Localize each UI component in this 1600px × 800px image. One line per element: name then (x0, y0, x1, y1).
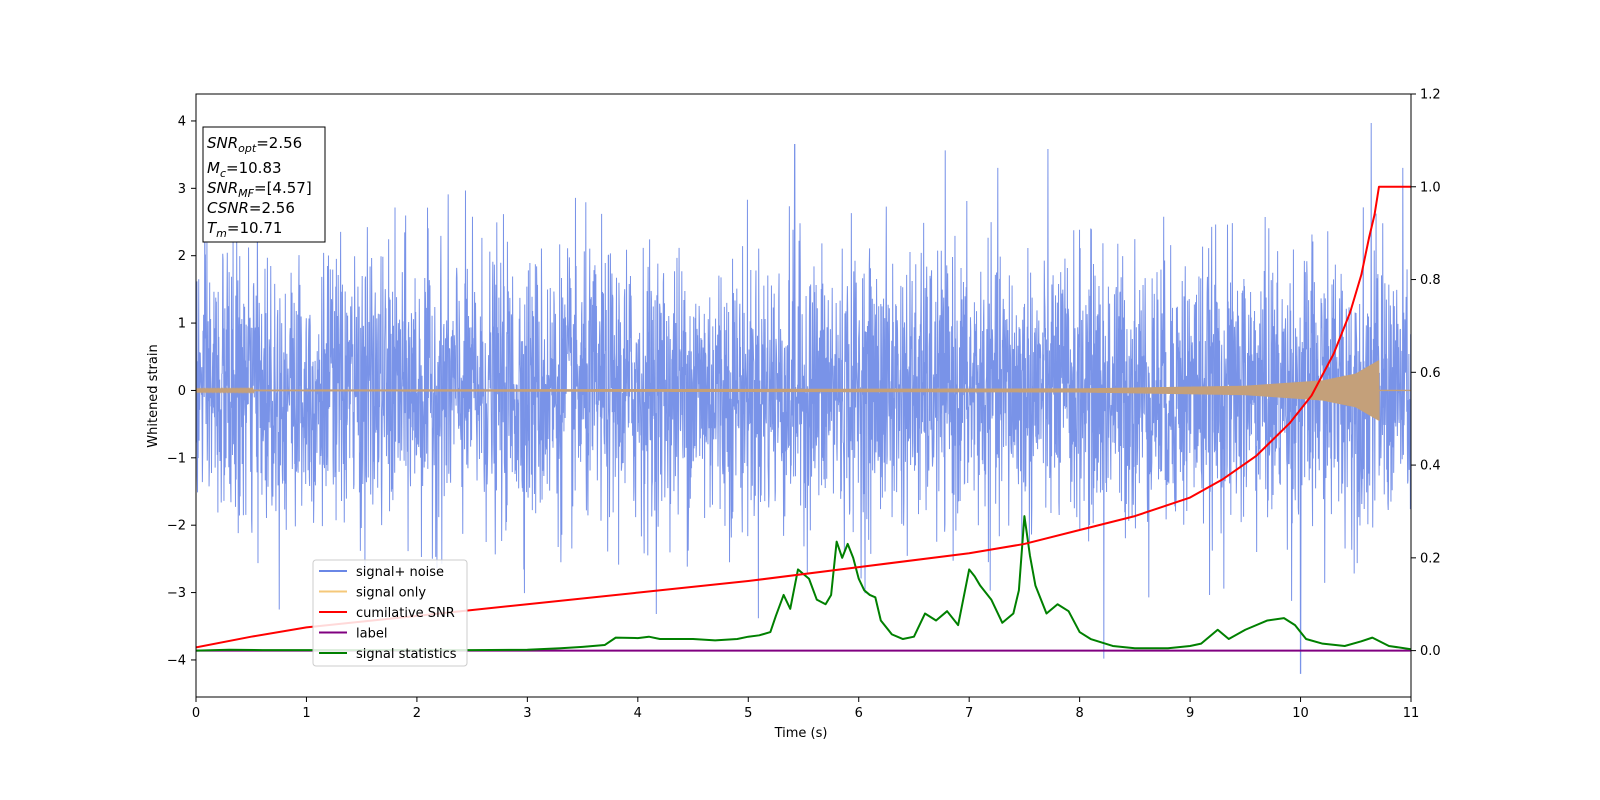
y2-tick-label: 0.0 (1420, 644, 1441, 659)
y-axis-label: Whitened strain (146, 344, 161, 447)
y-tick-label: −1 (167, 451, 186, 466)
x-tick-label: 8 (1075, 706, 1083, 721)
x-tick-label: 0 (192, 706, 200, 721)
info-tm: Tm=10.71 (207, 219, 282, 240)
y-tick-label: 0 (178, 384, 186, 399)
svg-text:signal+ noise: signal+ noise (356, 565, 444, 580)
x-axis-label: Time (s) (774, 726, 828, 741)
x-tick-label: 1 (302, 706, 310, 721)
x-tick-label: 9 (1186, 706, 1194, 721)
y-axis-left: −4 −3 −2 −1 0 1 2 3 4 (167, 114, 196, 668)
x-tick-label: 3 (523, 706, 531, 721)
legend-item-signal-statistics: signal statistics (319, 647, 457, 662)
svg-text:signal only: signal only (356, 586, 426, 601)
x-tick-label: 10 (1292, 706, 1309, 721)
plot-frame (195, 93, 1412, 698)
legend-item-signal-noise: signal+ noise (319, 565, 444, 580)
x-tick-label: 4 (634, 706, 642, 721)
y-tick-label: 2 (178, 249, 186, 264)
y2-tick-label: 1.0 (1420, 180, 1441, 195)
y2-tick-label: 0.6 (1420, 366, 1441, 381)
series-cumulative-snr (196, 185, 1411, 649)
y-tick-label: −2 (167, 519, 186, 534)
y-tick-label: −3 (167, 586, 186, 601)
y2-tick-label: 1.2 (1420, 88, 1441, 103)
info-csnr: CSNR=2.56 (207, 199, 295, 217)
y2-tick-label: 0.4 (1420, 459, 1441, 474)
x-tick-label: 6 (855, 706, 863, 721)
info-mc: Mc=10.83 (207, 159, 282, 180)
info-box: SNRopt=2.56 Mc=10.83 SNRMF=[4.57] CSNR=2… (202, 126, 326, 243)
y-tick-label: 4 (178, 114, 186, 129)
y2-tick-label: 0.8 (1420, 273, 1441, 288)
x-tick-label: 2 (413, 706, 421, 721)
legend: signal+ noise signal only cumilative SNR… (312, 559, 468, 667)
x-tick-label: 5 (744, 706, 752, 721)
legend-item-label: label (319, 627, 387, 642)
legend-item-signal-only: signal only (319, 586, 426, 601)
y-tick-label: −4 (167, 653, 186, 668)
x-tick-label: 11 (1403, 706, 1420, 721)
y-tick-label: 3 (178, 182, 186, 197)
info-snr-mf: SNRMF=[4.57] (207, 179, 312, 200)
y2-tick-label: 0.2 (1420, 551, 1441, 566)
x-axis: 0 1 2 3 4 5 6 7 8 9 10 11 (192, 697, 1419, 721)
legend-item-cumulative-snr: cumilative SNR (319, 606, 455, 621)
series-signal-noise (196, 122, 1411, 674)
info-snr-opt: SNRopt=2.56 (207, 134, 302, 155)
x-tick-label: 7 (965, 706, 973, 721)
svg-text:cumilative SNR: cumilative SNR (356, 606, 455, 621)
y-tick-label: 1 (178, 317, 186, 332)
svg-text:signal statistics: signal statistics (356, 647, 457, 662)
y-axis-right: 0.0 0.2 0.4 0.6 0.8 1.0 1.2 (1411, 88, 1441, 659)
series-signal-only (196, 360, 1411, 421)
svg-text:label: label (356, 627, 387, 642)
series-signal-statistics (196, 515, 1411, 652)
